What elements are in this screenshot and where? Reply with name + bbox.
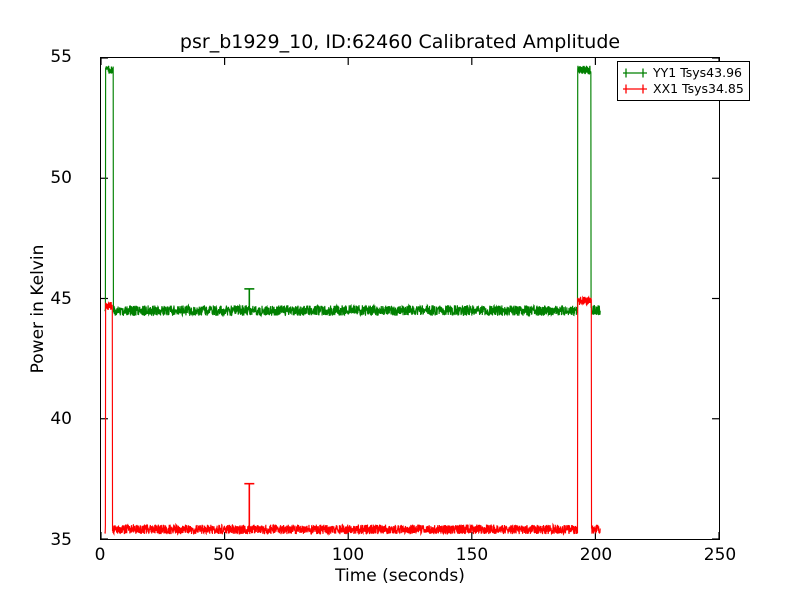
legend-marker-yy1 [623, 68, 647, 78]
ytick-label-45: 45 [50, 288, 72, 309]
chart-title: psr_b1929_10, ID:62460 Calibrated Amplit… [179, 31, 621, 53]
glitch-marker [244, 288, 255, 311]
xtick-label-100: 100 [331, 545, 365, 565]
xtick-label-250: 250 [703, 545, 737, 565]
legend-label-xx1: XX1 Tsys34.85 [653, 81, 744, 96]
legend-item-yy1: YY1 Tsys43.96 [622, 65, 744, 81]
chart-legend: YY1 Tsys43.96 XX1 Tsys34.85 [617, 61, 750, 101]
legend-label-yy1: YY1 Tsys43.96 [653, 65, 742, 80]
legend-marker-xx1 [623, 84, 647, 94]
glitch-marker [244, 482, 255, 530]
axis-ticks [101, 58, 719, 539]
xtick-label-200: 200 [579, 545, 613, 565]
series-line-xx1 [105, 297, 600, 534]
y-axis-label: Power in Kelvin [28, 244, 48, 374]
series-line-yy1 [105, 66, 600, 316]
ytick-label-35: 35 [50, 530, 72, 550]
ytick-label-55: 55 [50, 47, 72, 67]
xtick-label-150: 150 [455, 545, 489, 565]
ytick-label-40: 40 [50, 409, 72, 430]
plot-data-layer [101, 58, 719, 539]
xtick-label-50: 50 [213, 545, 235, 565]
legend-item-xx1: XX1 Tsys34.85 [622, 81, 744, 97]
plot-axes [100, 57, 720, 540]
xtick-label-0: 0 [94, 545, 106, 565]
x-axis-label: Time (seconds) [335, 566, 465, 586]
ytick-label-50: 50 [50, 167, 72, 188]
